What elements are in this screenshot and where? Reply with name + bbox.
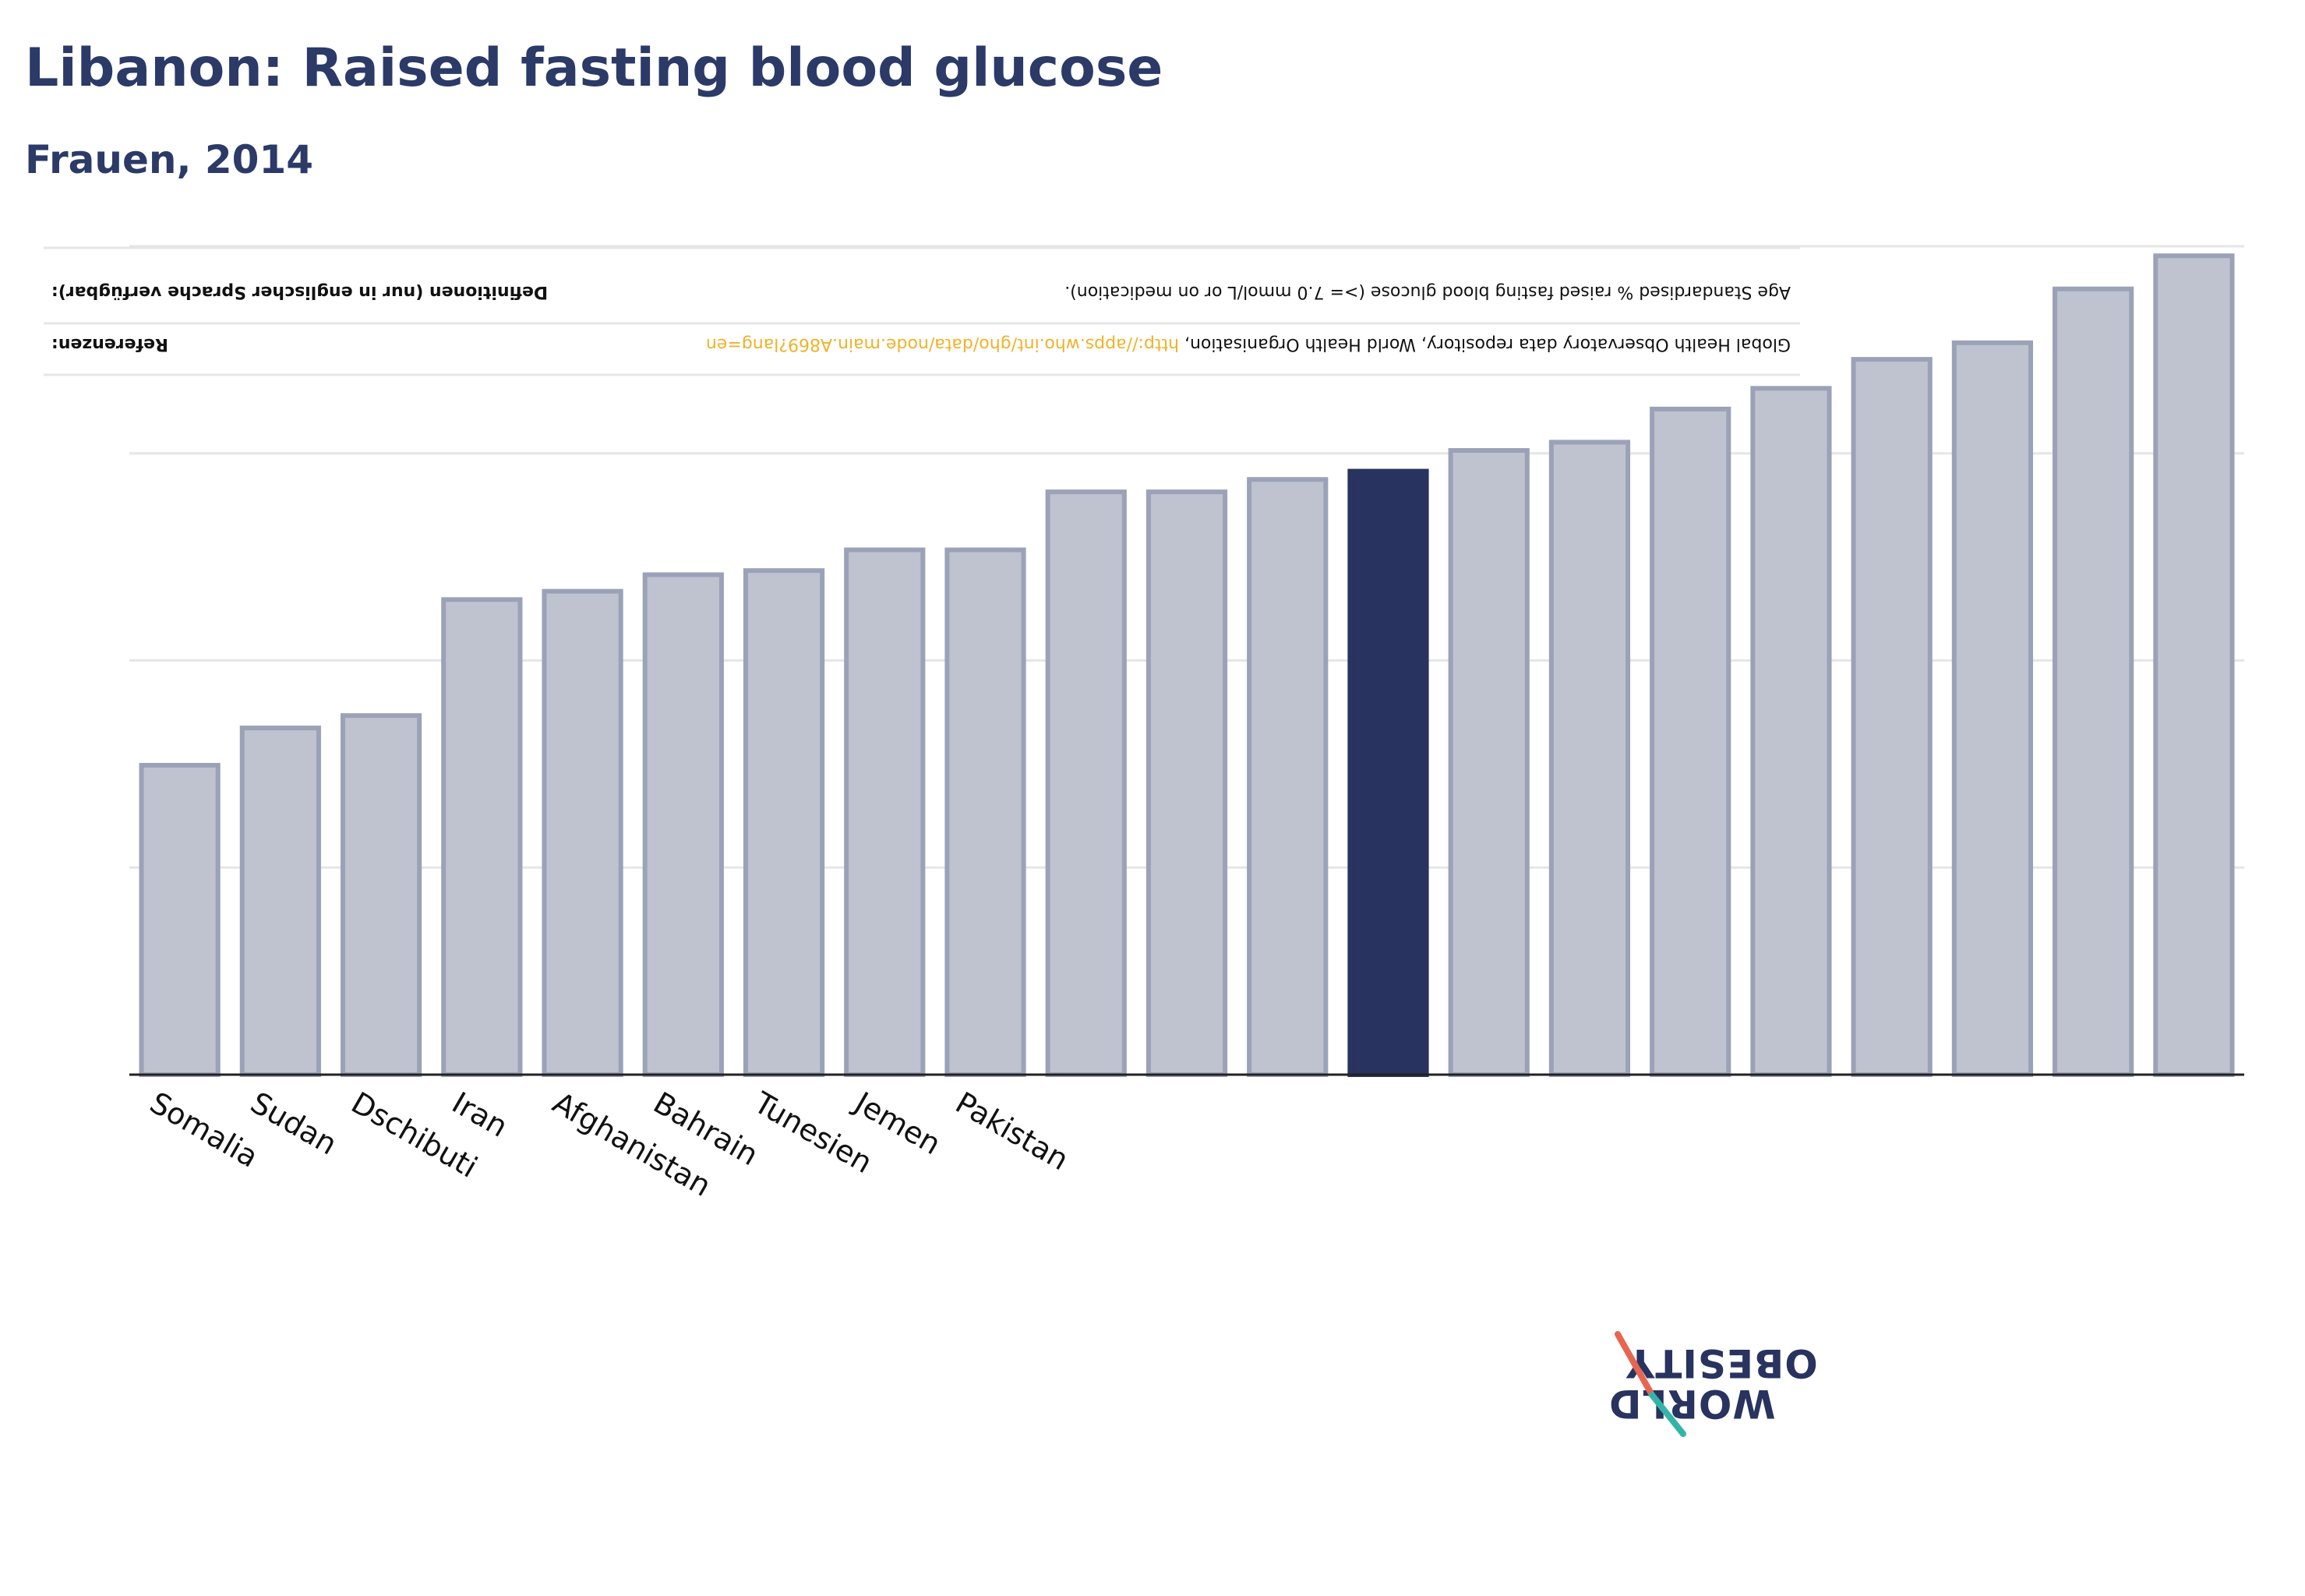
bar: [1851, 357, 1933, 1077]
x-tick-label: Pakistan: [950, 1086, 1075, 1178]
bar: [944, 547, 1026, 1077]
logo-slash-teal: [1649, 1392, 1686, 1437]
bar: [139, 762, 221, 1077]
bar: [1045, 489, 1127, 1077]
bar: [844, 547, 926, 1077]
bar: [1650, 406, 1731, 1077]
bar: [340, 713, 422, 1077]
bar: [743, 568, 825, 1077]
bar: [1951, 340, 2034, 1078]
bars: [139, 253, 2235, 1078]
references-row: Global Health Observatory data repositor…: [706, 334, 1791, 354]
bar: [2153, 253, 2235, 1077]
references-text: Global Health Observatory data repositor…: [1184, 334, 1791, 354]
definitions-label-text: Definitionen (nur in englischer Sprache …: [51, 282, 548, 302]
x-tick-label: Somalia: [144, 1086, 264, 1174]
logo-slash-red: [1615, 1331, 1655, 1398]
x-tick-label: Iran: [447, 1086, 514, 1144]
footnote-table: Definitionen (nur in englischer Sprache …: [44, 246, 1800, 376]
world-obesity-logo: OBESITY WORLD: [1608, 1331, 1818, 1437]
bar: [441, 597, 523, 1077]
bar: [2053, 286, 2134, 1077]
bar: [239, 726, 321, 1078]
bar: [542, 588, 623, 1077]
logo-text-line2: WORLD: [1608, 1381, 1776, 1426]
chart-subtitle: Frauen, 2014: [25, 137, 314, 182]
references-link[interactable]: http://apps.who.int/gho/data/node.main.A…: [706, 334, 1179, 354]
bar: [642, 572, 724, 1077]
bar-highlighted: [1347, 468, 1429, 1077]
logo-text-line1: OBESITY: [1626, 1340, 1818, 1386]
chart-title: Libanon: Raised fasting blood glucose: [25, 37, 1163, 99]
bar: [1247, 477, 1329, 1077]
bar: [1145, 489, 1228, 1077]
bar: [1548, 440, 1631, 1077]
references-label: Referenzen:: [51, 334, 168, 354]
bar: [1448, 448, 1530, 1077]
definitions-text: Age Standardised % raised fasting blood …: [1064, 282, 1791, 302]
bar: [1750, 386, 1832, 1077]
